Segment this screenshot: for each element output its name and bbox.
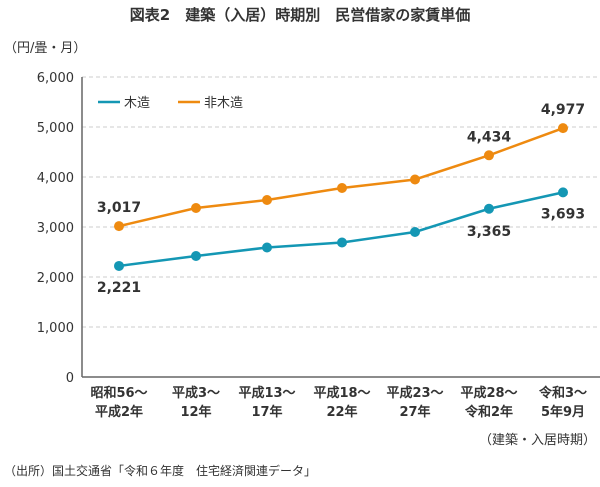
data-label: 3,693 (541, 206, 585, 222)
data-point (484, 150, 494, 161)
x-tick-label: 17年 (251, 404, 282, 420)
x-tick-label: 平成23～ (386, 385, 443, 401)
data-point (410, 174, 420, 185)
data-point (262, 195, 272, 205)
data-point (191, 203, 201, 213)
data-point (484, 203, 494, 214)
x-tick-label: 12年 (180, 404, 211, 420)
y-axis-label: （円/畳・月） (4, 41, 86, 56)
y-tick-label: 6,000 (37, 71, 74, 86)
chart-plot: （円/畳・月） 0 1,000 2,000 3,000 4,000 5,000 6,000 昭和… (4, 41, 600, 448)
x-tick-label: 令和3～ (539, 385, 587, 401)
x-tick-label: 令和2年 (465, 404, 513, 420)
y-tick-label: 2,000 (37, 271, 74, 286)
x-tick-label: 平成13～ (238, 385, 295, 401)
x-tick-label: 22年 (326, 404, 357, 420)
data-label: 3,017 (97, 200, 141, 216)
data-label: 4,434 (467, 129, 512, 145)
data-point (410, 227, 420, 237)
data-label: 4,977 (541, 102, 585, 118)
x-tick-label: 昭和56～ (90, 385, 147, 401)
data-point (558, 123, 568, 134)
data-point (558, 187, 568, 198)
y-tick-label: 5,000 (37, 121, 74, 136)
source-note: （出所）国土交通省「令和６年度 住宅経済関連データ」 (4, 464, 317, 478)
x-tick-label: 平成28～ (460, 385, 517, 401)
y-tick-label: 1,000 (37, 321, 74, 336)
data-point (337, 183, 347, 193)
data-point (114, 260, 124, 271)
x-tick-label: 5年9月 (541, 404, 585, 420)
y-tick-label: 0 (66, 371, 74, 386)
data-label: 2,221 (97, 280, 141, 296)
data-point (337, 237, 347, 248)
x-axis-label: （建築・入居時期） (479, 433, 596, 448)
data-point (191, 251, 201, 261)
data-label: 3,365 (467, 224, 511, 240)
data-point (262, 242, 272, 253)
x-tick-label: 平成2年 (95, 404, 143, 420)
chart-title: 図表2 建築（入居）時期別 民営借家の家賃単価 (129, 6, 471, 24)
legend-label: 非木造 (204, 96, 243, 111)
x-tick-label: 平成3～ (172, 385, 220, 401)
x-tick-label: 27年 (399, 404, 430, 420)
data-point (114, 221, 124, 232)
y-tick-label: 4,000 (37, 171, 74, 186)
y-tick-label: 3,000 (37, 221, 74, 236)
x-tick-label: 平成18～ (313, 385, 370, 401)
legend-label: 木造 (124, 96, 150, 111)
